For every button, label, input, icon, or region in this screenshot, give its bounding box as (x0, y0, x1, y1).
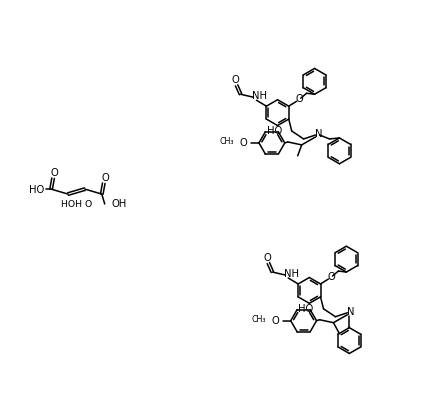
Text: N: N (347, 307, 354, 317)
Text: OH: OH (112, 199, 127, 209)
Text: O: O (296, 94, 303, 104)
Text: HO: HO (298, 304, 314, 314)
Text: O: O (232, 75, 240, 85)
Text: HO: HO (29, 185, 44, 195)
Text: O: O (271, 316, 279, 326)
Text: NH: NH (284, 269, 299, 279)
Text: O: O (264, 253, 271, 263)
Text: N: N (315, 129, 322, 139)
Text: CH₃: CH₃ (220, 137, 234, 146)
Text: O: O (102, 173, 110, 183)
Text: HO: HO (267, 126, 282, 136)
Text: O: O (50, 168, 58, 178)
Text: NH: NH (252, 91, 267, 101)
Text: O: O (327, 272, 335, 282)
Text: HOH O: HOH O (61, 200, 92, 209)
Text: CH₃: CH₃ (251, 315, 266, 324)
Text: O: O (239, 138, 247, 148)
